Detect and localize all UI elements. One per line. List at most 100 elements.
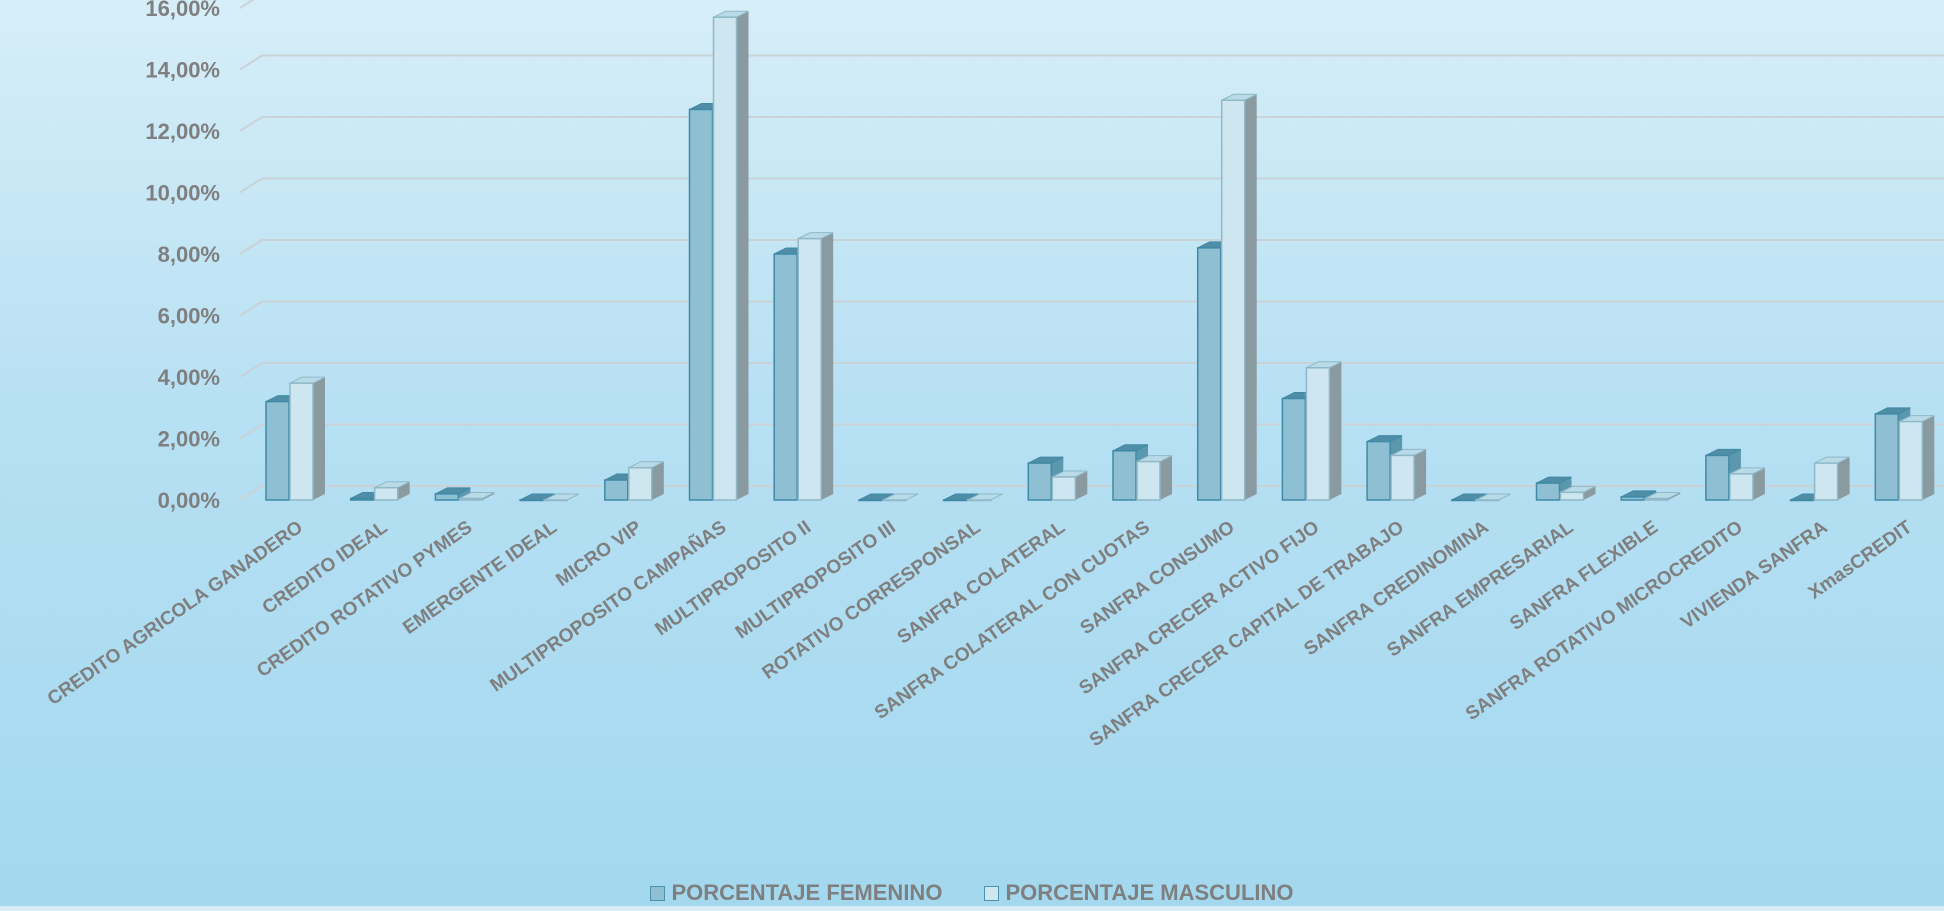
- gridline-edge: [239, 239, 263, 255]
- bar-masculino: [1559, 485, 1596, 501]
- bar-side: [1752, 467, 1765, 500]
- legend-item-femenino: PORCENTAJE FEMENINO: [650, 880, 942, 906]
- x-tick-label: MULTIPROPOSITO III: [732, 517, 900, 643]
- legend-item-masculino: PORCENTAJE MASCULINO: [984, 880, 1294, 906]
- bar-front: [434, 493, 460, 501]
- x-tick-label: EMERGENTE IDEAL: [399, 517, 561, 639]
- bar-femenino: [519, 493, 556, 502]
- x-tick-label: MULTIPROPOSITO II: [651, 517, 815, 640]
- gridline-edge: [239, 54, 263, 71]
- bar-front: [1475, 499, 1500, 502]
- x-tick-label: SANFRA CRECER CAPITAL DE TRABAJO: [1086, 517, 1408, 751]
- gridline-edge: [239, 300, 263, 317]
- bar-front: [1898, 420, 1924, 501]
- bar-side: [1837, 457, 1850, 500]
- bar-front: [458, 497, 484, 501]
- legend-swatch-masculino: [984, 885, 1000, 901]
- bar-front: [1535, 482, 1561, 501]
- bar-front: [1196, 247, 1222, 501]
- bar-masculino: [797, 232, 834, 501]
- bar-masculino: [1644, 491, 1681, 501]
- bar-front: [712, 16, 738, 501]
- bars: [265, 10, 1935, 502]
- bar-front: [1813, 462, 1839, 501]
- bar-front: [1705, 454, 1730, 501]
- bar-front: [373, 486, 399, 501]
- bar-femenino: [1535, 476, 1572, 501]
- bar-masculino: [1390, 448, 1427, 501]
- bar-front: [519, 499, 544, 502]
- bar-front: [1729, 473, 1754, 501]
- y-tick-label: 6,00%: [158, 304, 220, 329]
- bar-masculino: [882, 493, 919, 502]
- x-tick-label: SANFRA FLEXIBLE: [1506, 517, 1662, 635]
- gridline-edge: [239, 116, 263, 132]
- legend-label-femenino: PORCENTAJE FEMENINO: [671, 880, 943, 905]
- bar-front: [1305, 367, 1331, 501]
- bar-front: [1281, 397, 1307, 501]
- bar-masculino: [712, 10, 749, 501]
- bar-side: [1583, 486, 1596, 500]
- gridlines: 0,00% 2,00% 4,00% 6,00% 8,00% 10,00% 12,00% 14,…: [145, 0, 1944, 513]
- bar-front: [1366, 440, 1391, 501]
- x-tick-label: VIVIENDA SANFRA: [1677, 517, 1831, 634]
- bar-side: [651, 461, 664, 500]
- bar-side: [1075, 470, 1088, 500]
- bar-front: [1451, 499, 1476, 502]
- bar-front: [1051, 476, 1077, 501]
- bar-masculino: [1305, 361, 1342, 501]
- y-tick-label: 4,00%: [158, 365, 220, 390]
- bar-front: [1644, 497, 1669, 501]
- bar-masculino: [289, 376, 326, 501]
- bar-front: [966, 499, 992, 502]
- bar-front: [688, 108, 714, 501]
- bar-front: [265, 400, 290, 501]
- bar-side: [1244, 94, 1257, 500]
- bar-front: [1220, 99, 1246, 501]
- gridline-edge: [239, 423, 263, 440]
- bar-front: [797, 237, 822, 501]
- bar-side: [1329, 361, 1342, 500]
- legend: PORCENTAJE FEMENINO PORCENTAJE MASCULINO: [0, 880, 1944, 906]
- y-tick-label: 14,00%: [145, 58, 220, 83]
- x-tick-label: SANFRA CONSUMO: [1077, 517, 1239, 639]
- bar-femenino: [434, 487, 471, 501]
- bar-masculino: [1898, 415, 1935, 501]
- bar-masculino: [1475, 493, 1512, 502]
- bar-front: [604, 479, 629, 501]
- bar-front: [1874, 413, 1900, 501]
- bar-front: [628, 466, 653, 501]
- bar-side: [736, 11, 749, 500]
- bar-front: [882, 499, 907, 502]
- bar-side: [1160, 455, 1172, 500]
- bar-side: [313, 377, 325, 500]
- bar-front: [1027, 462, 1053, 501]
- bar-front: [942, 499, 968, 502]
- bar-masculino: [1220, 93, 1257, 501]
- bar-front: [773, 253, 798, 501]
- bar-masculino: [543, 493, 580, 502]
- bar-masculino: [1729, 467, 1766, 501]
- bar-front: [1620, 496, 1645, 501]
- legend-swatch-femenino: [650, 885, 666, 901]
- bar-front: [1136, 460, 1161, 501]
- y-tick-label: 16,00%: [145, 0, 220, 21]
- y-tick-label: 10,00%: [145, 181, 220, 206]
- bar-masculino: [458, 491, 495, 501]
- bar-side: [1922, 415, 1935, 500]
- legend-label-masculino: PORCENTAJE MASCULINO: [1005, 880, 1294, 905]
- gridline-edge: [239, 485, 263, 501]
- bar-masculino: [628, 461, 665, 501]
- y-tick-label: 0,00%: [158, 488, 220, 513]
- bar-front: [1112, 450, 1137, 501]
- bar-masculino: [1051, 470, 1088, 501]
- bar-front: [858, 499, 883, 502]
- bar-front: [349, 497, 375, 501]
- y-tick-label: 2,00%: [158, 427, 220, 452]
- bar-front: [1789, 499, 1815, 502]
- gridline-edge: [239, 0, 255, 9]
- bar-side: [1414, 449, 1427, 500]
- bar-front: [289, 382, 314, 501]
